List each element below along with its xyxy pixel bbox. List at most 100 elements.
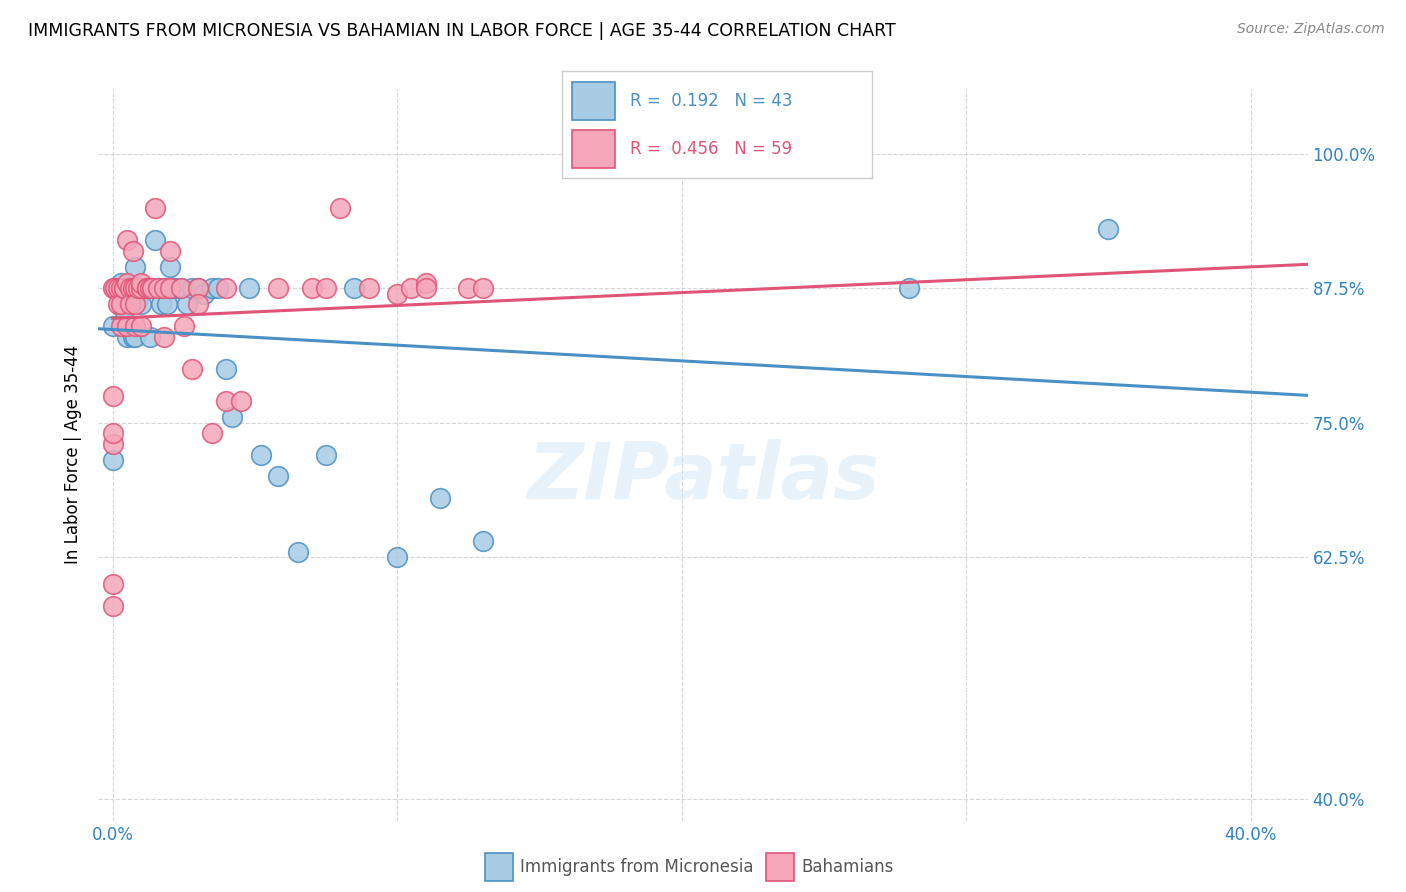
Point bbox=[107, 281, 129, 295]
Point bbox=[415, 281, 437, 295]
Point bbox=[329, 201, 352, 215]
Text: Bahamians: Bahamians bbox=[801, 858, 894, 876]
Point bbox=[141, 281, 163, 295]
Point bbox=[115, 276, 138, 290]
Bar bbox=[572, 82, 614, 120]
Point bbox=[101, 453, 124, 467]
Point bbox=[135, 281, 157, 295]
Point bbox=[429, 491, 451, 505]
Point bbox=[215, 362, 238, 376]
Point bbox=[401, 281, 423, 295]
Point bbox=[159, 281, 181, 295]
Point bbox=[153, 281, 176, 295]
Text: ZIPatlas: ZIPatlas bbox=[527, 439, 879, 515]
Y-axis label: In Labor Force | Age 35-44: In Labor Force | Age 35-44 bbox=[65, 345, 83, 565]
Point bbox=[457, 281, 479, 295]
Point bbox=[187, 297, 209, 311]
Point bbox=[138, 329, 160, 343]
Point bbox=[141, 281, 163, 295]
Point bbox=[101, 318, 124, 333]
Point bbox=[301, 281, 323, 295]
Point bbox=[129, 318, 152, 333]
Point bbox=[121, 244, 143, 258]
Point bbox=[207, 281, 229, 295]
Point bbox=[118, 281, 141, 295]
Point bbox=[266, 281, 288, 295]
Point bbox=[124, 329, 146, 343]
Point bbox=[101, 281, 124, 295]
Point bbox=[112, 281, 135, 295]
Point bbox=[127, 281, 149, 295]
Point bbox=[146, 281, 169, 295]
Point bbox=[165, 281, 187, 295]
Point bbox=[129, 281, 152, 295]
Point bbox=[129, 276, 152, 290]
Point bbox=[201, 426, 224, 441]
Point bbox=[143, 233, 166, 247]
Bar bbox=[572, 130, 614, 168]
Point bbox=[1097, 222, 1119, 236]
Point bbox=[187, 281, 209, 295]
Point bbox=[173, 318, 195, 333]
Point bbox=[315, 448, 337, 462]
Point bbox=[110, 281, 132, 295]
Point bbox=[124, 318, 146, 333]
Point bbox=[107, 297, 129, 311]
Point bbox=[181, 362, 204, 376]
Point bbox=[201, 281, 224, 295]
Point bbox=[153, 329, 176, 343]
Point bbox=[170, 281, 193, 295]
Point bbox=[101, 389, 124, 403]
Point bbox=[343, 281, 366, 295]
Point bbox=[215, 281, 238, 295]
Point bbox=[104, 281, 127, 295]
Point bbox=[121, 281, 143, 295]
Point bbox=[112, 281, 135, 295]
Point bbox=[112, 302, 135, 317]
Point bbox=[156, 297, 179, 311]
Point bbox=[135, 281, 157, 295]
Point bbox=[153, 281, 176, 295]
Text: Source: ZipAtlas.com: Source: ZipAtlas.com bbox=[1237, 22, 1385, 37]
Point bbox=[110, 297, 132, 311]
Point bbox=[143, 201, 166, 215]
Point bbox=[159, 244, 181, 258]
Point bbox=[357, 281, 380, 295]
Point bbox=[249, 448, 271, 462]
Point bbox=[101, 426, 124, 441]
Point bbox=[229, 394, 252, 409]
Point bbox=[221, 410, 243, 425]
Point bbox=[101, 599, 124, 613]
Point bbox=[135, 281, 157, 295]
Point bbox=[124, 260, 146, 274]
Point bbox=[121, 329, 143, 343]
Text: R =  0.192   N = 43: R = 0.192 N = 43 bbox=[630, 92, 793, 110]
Point bbox=[415, 276, 437, 290]
Point bbox=[115, 233, 138, 247]
Point bbox=[898, 281, 921, 295]
Point bbox=[193, 286, 215, 301]
Point bbox=[146, 281, 169, 295]
Point bbox=[471, 281, 494, 295]
Point bbox=[176, 297, 198, 311]
Point bbox=[127, 292, 149, 306]
Text: R =  0.456   N = 59: R = 0.456 N = 59 bbox=[630, 140, 793, 158]
Text: IMMIGRANTS FROM MICRONESIA VS BAHAMIAN IN LABOR FORCE | AGE 35-44 CORRELATION CH: IMMIGRANTS FROM MICRONESIA VS BAHAMIAN I… bbox=[28, 22, 896, 40]
Point bbox=[124, 297, 146, 311]
Point bbox=[129, 297, 152, 311]
Text: Immigrants from Micronesia: Immigrants from Micronesia bbox=[520, 858, 754, 876]
Point bbox=[101, 437, 124, 451]
Point bbox=[187, 281, 209, 295]
Point bbox=[138, 281, 160, 295]
Point bbox=[110, 276, 132, 290]
Point bbox=[238, 281, 260, 295]
Point bbox=[118, 281, 141, 295]
Point bbox=[129, 281, 152, 295]
Point bbox=[287, 545, 309, 559]
Point bbox=[101, 577, 124, 591]
Point bbox=[115, 318, 138, 333]
Point bbox=[159, 260, 181, 274]
Point bbox=[110, 318, 132, 333]
Point bbox=[124, 281, 146, 295]
Point bbox=[471, 533, 494, 548]
